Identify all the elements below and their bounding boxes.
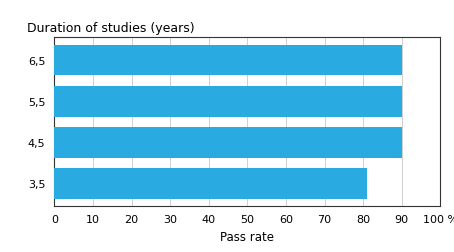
X-axis label: Pass rate: Pass rate (221, 230, 274, 243)
Bar (54, 45, 402, 76)
Bar (54, 168, 367, 199)
Bar (54, 86, 402, 117)
Text: Duration of studies (years): Duration of studies (years) (27, 22, 195, 35)
Bar (54, 127, 402, 158)
